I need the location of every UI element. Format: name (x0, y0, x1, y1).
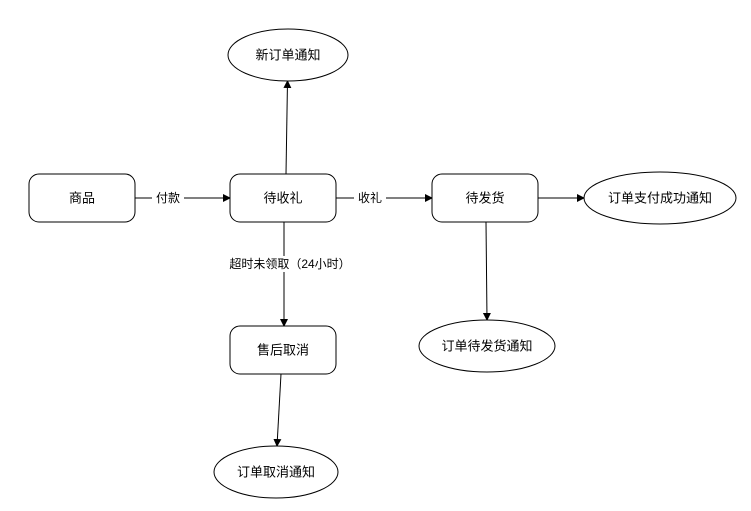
node-label-new_order: 新订单通知 (255, 48, 320, 63)
node-label-product: 商品 (69, 191, 95, 206)
edge-e_cancel (277, 374, 281, 446)
node-pending_gift: 待收礼 (230, 174, 336, 222)
edge-label-e_pay: 付款 (156, 191, 180, 205)
node-label-after_cancel: 售后取消 (257, 343, 309, 358)
node-after_cancel: 售后取消 (230, 326, 336, 374)
node-cancel_notify: 订单取消通知 (214, 446, 338, 498)
node-pay_success: 订单支付成功通知 (584, 172, 736, 224)
node-label-pending_ship: 待发货 (465, 191, 504, 206)
edge-label-e_timeout: 超时未领取（24小时） (229, 256, 350, 271)
node-label-cancel_notify: 订单取消通知 (237, 465, 315, 480)
node-new_order: 新订单通知 (228, 29, 348, 81)
node-product: 商品 (29, 174, 135, 222)
node-pending_notify: 订单待发货通知 (419, 320, 555, 372)
node-pending_ship: 待发货 (432, 174, 538, 222)
node-label-pending_notify: 订单待发货通知 (441, 339, 532, 354)
edge-e_pending (486, 222, 487, 320)
edge-label-e_gift: 收礼 (358, 190, 382, 205)
node-label-pending_gift: 待收礼 (263, 191, 302, 206)
edge-e_up (286, 81, 288, 174)
node-label-pay_success: 订单支付成功通知 (608, 191, 712, 206)
